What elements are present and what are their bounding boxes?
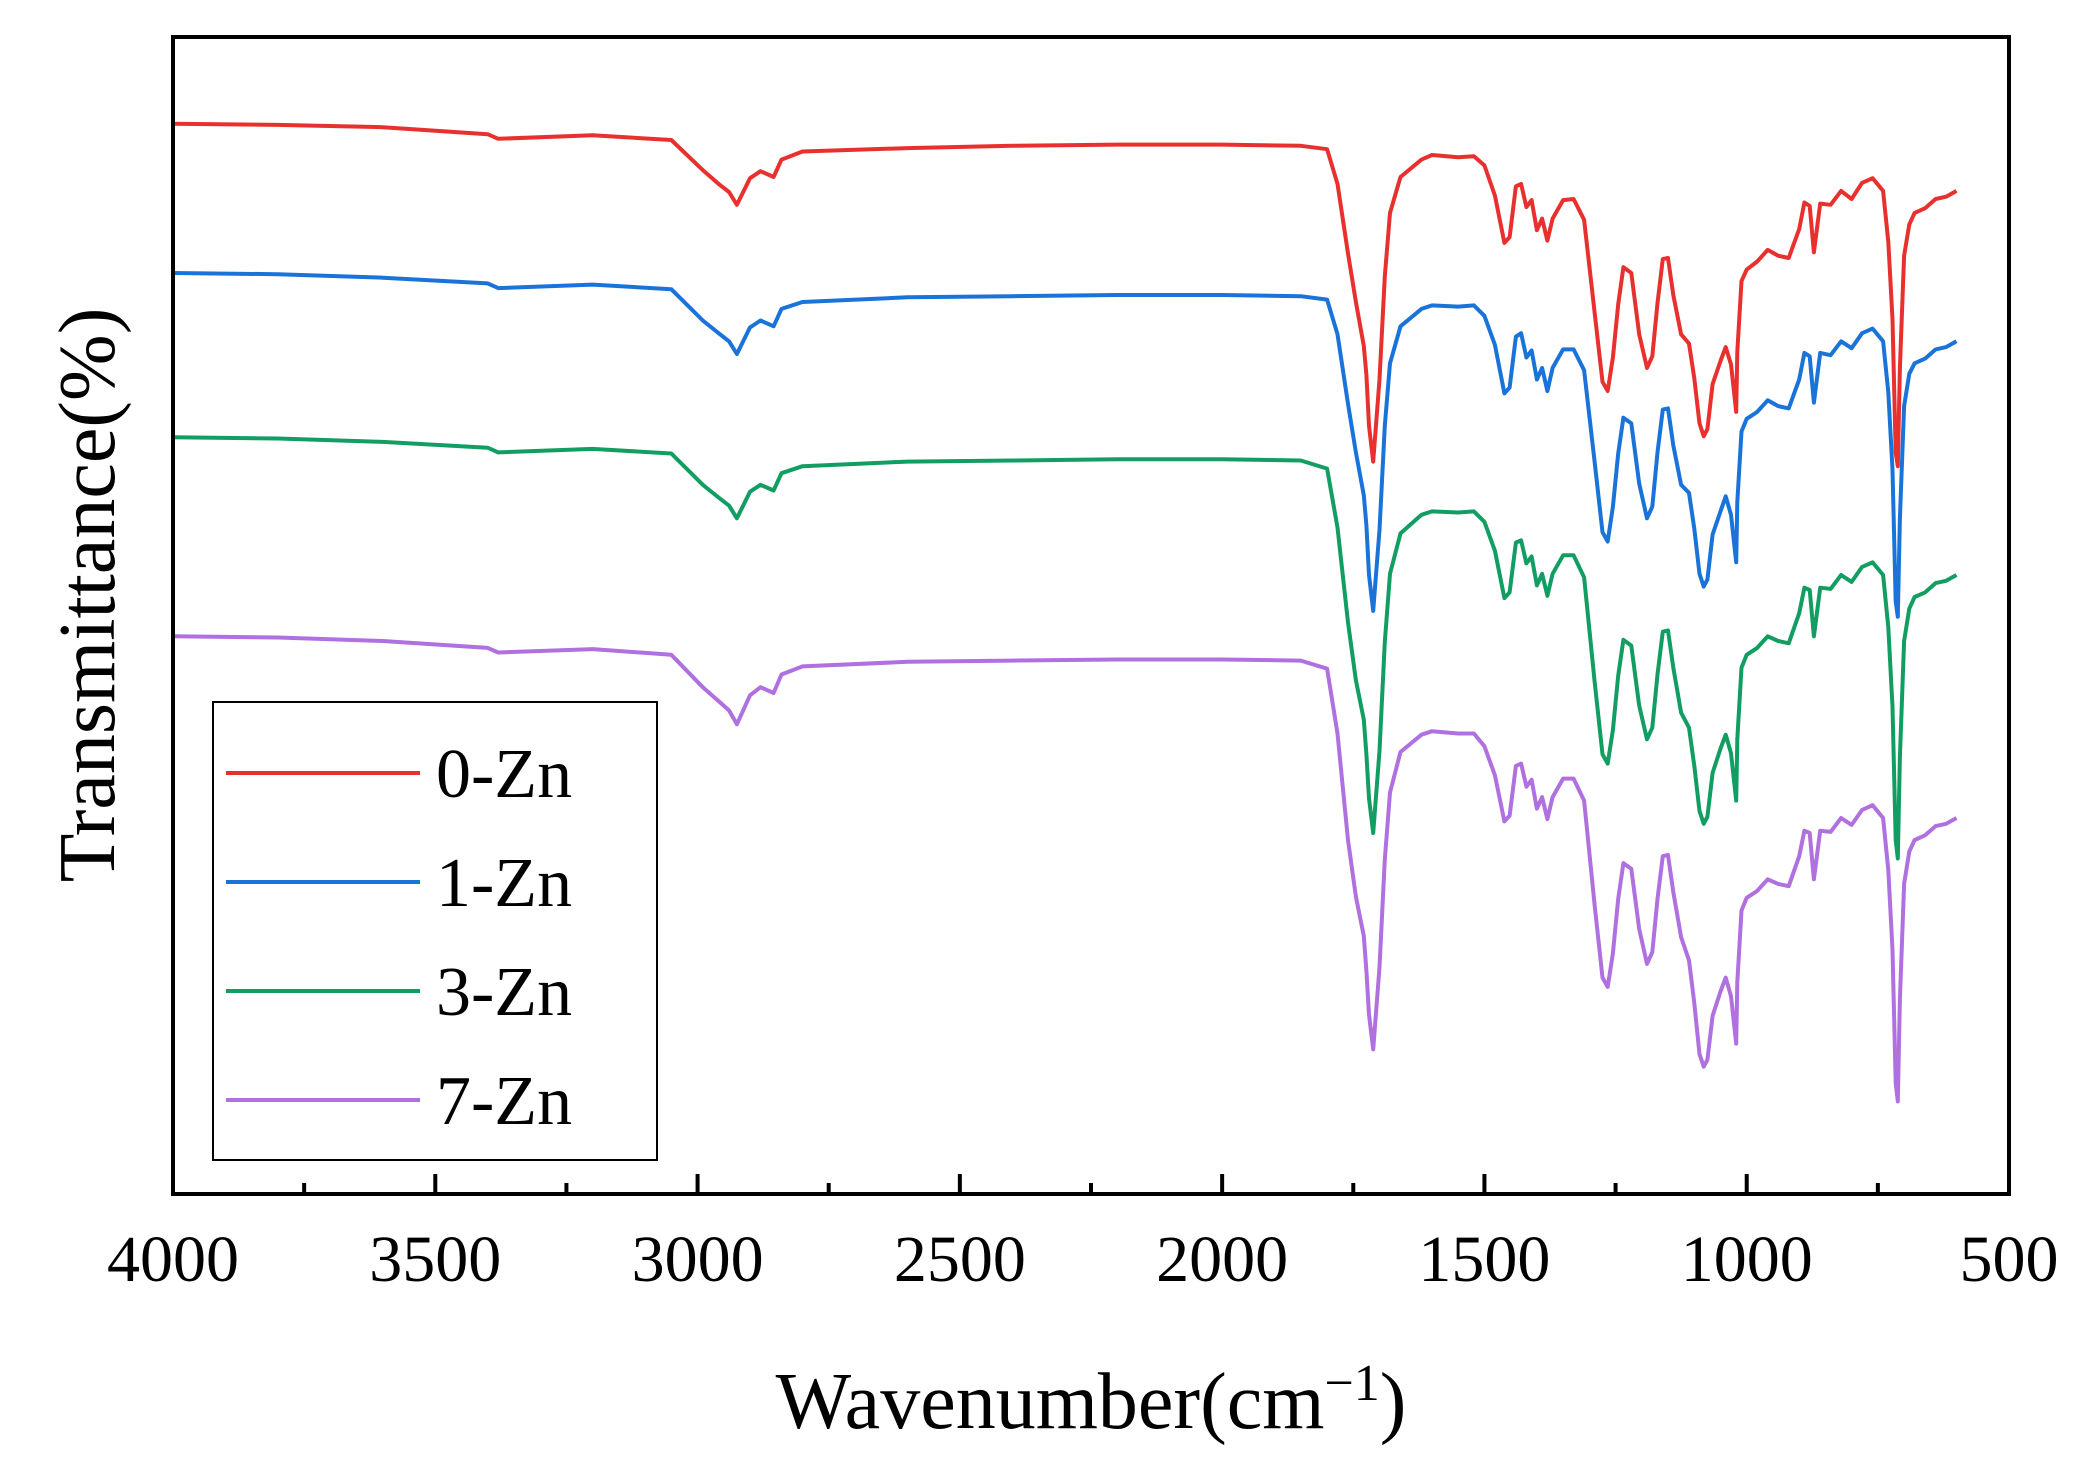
legend-box: [212, 701, 658, 1161]
legend-label-7-zn: 7-Zn: [436, 1063, 572, 1140]
series-line-7-zn: [172, 634, 1958, 1104]
x-tick-label: 1500: [1418, 1223, 1550, 1296]
x-axis-title: Wavenumber(cm−1): [776, 1355, 1407, 1447]
x-axis-title-superscript: −1: [1324, 1355, 1379, 1412]
x-axis: 4000 3500 3000 2500 2000 1500 1000 500: [107, 1174, 2059, 1296]
x-tick-label: 500: [1960, 1223, 2059, 1296]
x-tick-label: 3500: [369, 1223, 501, 1296]
plot-lines: [172, 121, 1958, 1104]
series-line-0-zn: [172, 121, 1958, 469]
x-tick-label: 2500: [894, 1223, 1026, 1296]
legend-label-1-zn: 1-Zn: [436, 845, 572, 922]
x-axis-title-main: Wavenumber(cm: [776, 1358, 1325, 1446]
x-tick-label: 1000: [1681, 1223, 1813, 1296]
legend: 0-Zn 1-Zn 3-Zn 7-Zn: [212, 701, 658, 1161]
legend-label-0-zn: 0-Zn: [436, 736, 572, 813]
y-axis-title: Transmittance(%): [44, 308, 132, 883]
x-axis-title-close: ): [1380, 1358, 1407, 1446]
legend-label-3-zn: 3-Zn: [436, 954, 572, 1031]
series-line-3-zn: [172, 435, 1958, 861]
x-tick-label: 2000: [1156, 1223, 1288, 1296]
series-line-1-zn: [172, 271, 1958, 619]
x-tick-label: 3000: [632, 1223, 764, 1296]
x-tick-label: 4000: [107, 1223, 239, 1296]
